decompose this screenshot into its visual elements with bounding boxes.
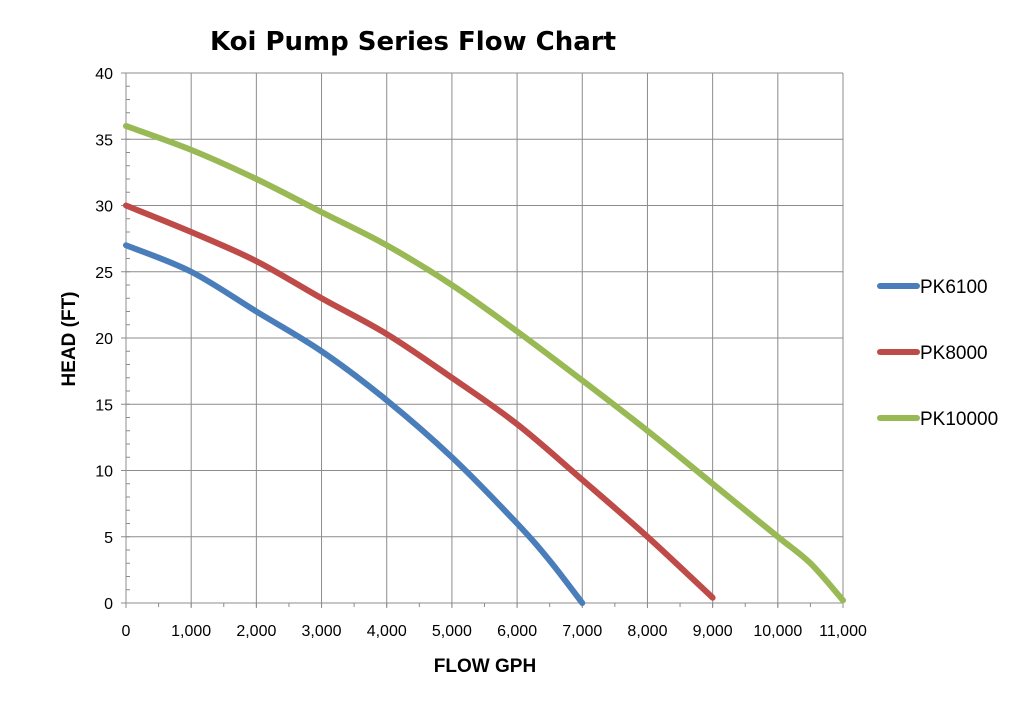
legend-label-pk6100: PK6100 — [920, 277, 988, 298]
series-lines — [123, 123, 846, 606]
legend-label-pk10000: PK10000 — [920, 409, 998, 430]
x-tick-label: 1,000 — [171, 623, 211, 640]
x-tick-label: 8,000 — [627, 623, 667, 640]
x-tick-label: 2,000 — [236, 623, 276, 640]
x-tick-label: 5,000 — [432, 623, 472, 640]
x-tick-label: 10,000 — [753, 623, 802, 640]
x-tick-label: 6,000 — [497, 623, 537, 640]
x-tick-label: 7,000 — [562, 623, 602, 640]
y-tick-label: 40 — [95, 66, 113, 83]
chart-title: Koi Pump Series Flow Chart — [210, 27, 616, 57]
y-tick-label: 5 — [104, 530, 113, 547]
legend-label-pk8000: PK8000 — [920, 343, 988, 364]
y-tick-label: 35 — [95, 132, 113, 149]
x-tick-label: 3,000 — [302, 623, 342, 640]
y-tick-label: 20 — [95, 331, 113, 348]
x-tick-label: 4,000 — [367, 623, 407, 640]
y-tick-label: 25 — [95, 265, 113, 282]
x-tick-label: 9,000 — [693, 623, 733, 640]
grid — [121, 72, 844, 608]
series-line-pk8000 — [123, 202, 716, 601]
y-axis-title: HEAD (FT) — [59, 292, 80, 387]
y-tick-label: 10 — [95, 464, 113, 481]
legend: PK6100 PK8000 PK10000 — [877, 277, 998, 430]
x-axis-title: FLOW GPH — [434, 656, 536, 677]
y-tick-label: 15 — [95, 397, 113, 414]
series-line-pk6100 — [123, 242, 586, 606]
x-tick-label: 0 — [122, 623, 131, 640]
y-tick-label: 30 — [95, 199, 113, 216]
axis-ticks: 0 1,000 2,000 3,000 4,000 5,000 6,000 7,000 8,00… — [95, 66, 867, 640]
series-line-pk10000 — [123, 123, 846, 604]
x-tick-label: 11,000 — [819, 623, 867, 640]
y-tick-label: 0 — [104, 596, 113, 613]
